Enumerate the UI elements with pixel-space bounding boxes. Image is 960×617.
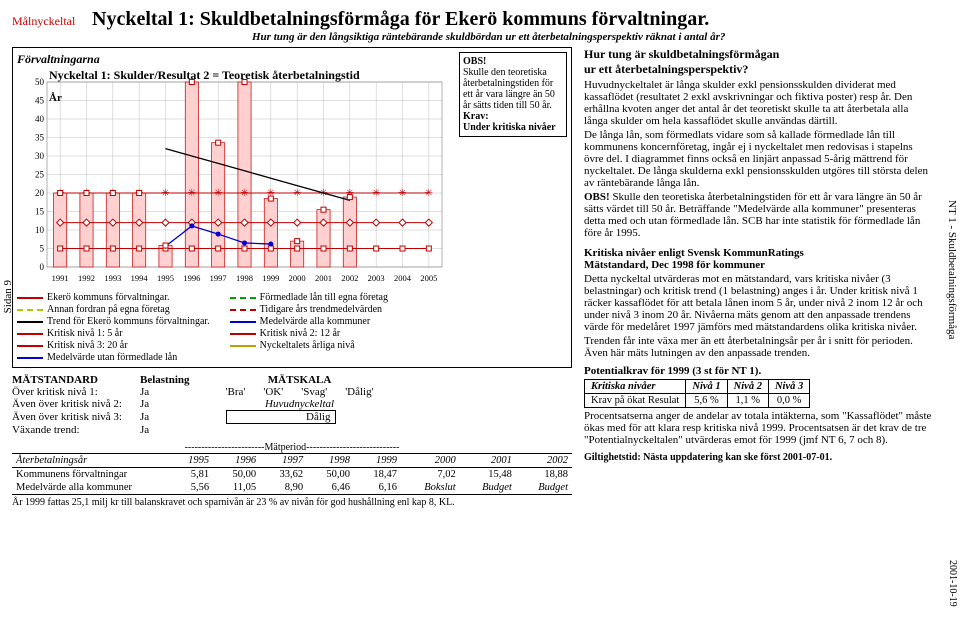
matperiod-label: ------------------------Mätperiod-------… xyxy=(12,442,572,453)
svg-text:1995: 1995 xyxy=(157,273,174,283)
pot-r0: Krav på ökat Resulat xyxy=(585,394,686,408)
pot-c3: Nivå 3 xyxy=(768,380,809,394)
scale-bra: 'Bra' xyxy=(226,386,264,398)
ms-val: Ja xyxy=(140,386,208,398)
right-p4: Detta nyckeltal utvärderas mot en mätsta… xyxy=(584,273,934,333)
svg-text:2005: 2005 xyxy=(420,273,437,283)
right-h3b: Mätstandard, Dec 1998 för kommuner xyxy=(584,259,934,271)
matstandard-h3: MÄTSKALA xyxy=(226,374,392,386)
svg-text:40: 40 xyxy=(35,114,45,124)
ms-label: Även över kritisk nivå 3: xyxy=(12,410,140,424)
data-table: ------------------------Mätperiod-------… xyxy=(12,442,572,508)
right-h2: ur ett återbetalningsperspektiv? xyxy=(584,62,934,77)
ms-label: Även över kritisk nivå 2: xyxy=(12,398,140,410)
right-column: Hur tung är skuldbetalningsförmågan ur e… xyxy=(584,47,934,508)
svg-text:1991: 1991 xyxy=(52,273,69,283)
ms-label: Växande trend: xyxy=(12,424,140,436)
svg-text:5: 5 xyxy=(40,244,45,254)
subtitle: Hur tung är den långsiktiga räntebärande… xyxy=(252,31,948,43)
main-title: Nyckeltal 1: Skuldbetalningsförmåga för … xyxy=(92,8,709,31)
svg-text:1998: 1998 xyxy=(236,273,253,283)
chart-ylabel: År xyxy=(49,92,62,104)
svg-text:✳: ✳ xyxy=(240,188,248,199)
right-p2: De långa lån, som förmedlats vidare som … xyxy=(584,129,934,189)
obs-head: OBS! xyxy=(463,56,486,67)
svg-text:✳: ✳ xyxy=(372,188,380,199)
giltighetstid: Giltighetstid: Nästa uppdatering kan ske… xyxy=(584,452,934,463)
scale-ok: 'OK' xyxy=(263,386,301,398)
chart-svg: 0 5 10 15 20 25 30 35 40 45 50 1991 1992 1993 1994 1995… xyxy=(17,67,447,287)
pot-r1: 5,6 % xyxy=(686,394,727,408)
right-p5: Trenden får inte växa mer än ett återbet… xyxy=(584,335,934,359)
right-p3: OBS! Skulle den teoretiska återbetalning… xyxy=(584,191,934,239)
svg-text:✳: ✳ xyxy=(161,188,169,199)
pot-c0: Kritiska nivåer xyxy=(585,380,686,394)
ms-val: Ja xyxy=(140,398,208,410)
svg-text:✳: ✳ xyxy=(293,188,301,199)
scale-dalig: 'Dålig' xyxy=(345,386,391,398)
svg-text:15: 15 xyxy=(35,207,45,217)
svg-text:1996: 1996 xyxy=(183,273,200,283)
pot-r3: 0,0 % xyxy=(768,394,809,408)
svg-text:2001: 2001 xyxy=(315,273,332,283)
pot-r2: 1,1 % xyxy=(727,394,768,408)
right-p6: Procentsatserna anger de andelar av tota… xyxy=(584,410,934,446)
svg-text:50: 50 xyxy=(35,77,45,87)
footnote: År 1999 fattas 25,1 milj kr till balansk… xyxy=(12,497,572,508)
obs-text: Skulle den teoretiska återbetalningstide… xyxy=(463,67,555,111)
svg-text:1997: 1997 xyxy=(210,273,227,283)
right-h3: Kritiska nivåer enligt Svensk KommunRati… xyxy=(584,247,934,259)
matstandard-h2: Belastning xyxy=(140,374,208,386)
right-side-date: 2001-10-19 xyxy=(947,560,958,607)
obs-krav: Krav: xyxy=(463,111,489,122)
ms-label: Över kritisk nivå 1: xyxy=(12,386,140,398)
huvudnyckeltal: Huvudnyckeltal xyxy=(226,398,392,410)
svg-text:✳: ✳ xyxy=(398,188,406,199)
result-box: Dålig xyxy=(226,410,336,424)
svg-text:✳: ✳ xyxy=(188,188,196,199)
svg-text:2002: 2002 xyxy=(341,273,358,283)
svg-text:45: 45 xyxy=(35,96,45,106)
svg-text:0: 0 xyxy=(40,262,45,272)
pot-head: Potentialkrav för 1999 (3 st för NT 1). xyxy=(584,365,934,377)
svg-text:2000: 2000 xyxy=(289,273,306,283)
svg-text:1992: 1992 xyxy=(78,273,95,283)
pot-table: Kritiska nivåer Nivå 1 Nivå 2 Nivå 3 Kra… xyxy=(584,379,810,408)
svg-text:35: 35 xyxy=(35,133,45,143)
svg-text:30: 30 xyxy=(35,151,45,161)
malnyckeltal-label: Målnyckeltal xyxy=(12,14,92,29)
matstandard-h1: MÄTSTANDARD xyxy=(12,374,140,386)
svg-text:1994: 1994 xyxy=(131,273,149,283)
right-h1: Hur tung är skuldbetalningsförmågan xyxy=(584,47,934,62)
svg-text:✳: ✳ xyxy=(425,188,433,199)
pot-c1: Nivå 1 xyxy=(686,380,727,394)
svg-text:20: 20 xyxy=(35,188,45,198)
right-p3-text: Skulle den teoretiska återbetalningstide… xyxy=(584,191,922,239)
svg-text:✳: ✳ xyxy=(214,188,222,199)
chart-title: Nyckeltal 1: Skulder/Resultat 2 = Teoret… xyxy=(49,68,360,83)
scale-svag: 'Svag' xyxy=(301,386,345,398)
svg-text:1993: 1993 xyxy=(104,273,121,283)
pot-c2: Nivå 2 xyxy=(727,380,768,394)
svg-text:2004: 2004 xyxy=(394,273,412,283)
svg-text:25: 25 xyxy=(35,170,45,180)
ms-val: Ja xyxy=(140,410,208,424)
svg-text:10: 10 xyxy=(35,225,45,235)
chart-legend: Ekerö kommuns förvaltningar.Annan fordra… xyxy=(17,292,567,363)
right-p3-obs: OBS! xyxy=(584,191,610,203)
svg-text:2003: 2003 xyxy=(368,273,385,283)
chart-container: Förvaltningarna Nyckeltal 1: Skulder/Res… xyxy=(12,47,572,368)
svg-text:1999: 1999 xyxy=(262,273,279,283)
obs-box: OBS! Skulle den teoretiska återbetalning… xyxy=(459,52,567,137)
matstandard-block: MÄTSTANDARD Belastning MÄTSKALA Över kri… xyxy=(12,374,572,436)
obs-krav2: Under kritiska nivåer xyxy=(463,122,556,133)
ms-val: Ja xyxy=(140,424,208,436)
right-side-label: NT 1 - Skuldbetalningsförmåga xyxy=(946,200,958,339)
right-p1: Huvudnyckeltalet är långa skulder exkl p… xyxy=(584,79,934,127)
